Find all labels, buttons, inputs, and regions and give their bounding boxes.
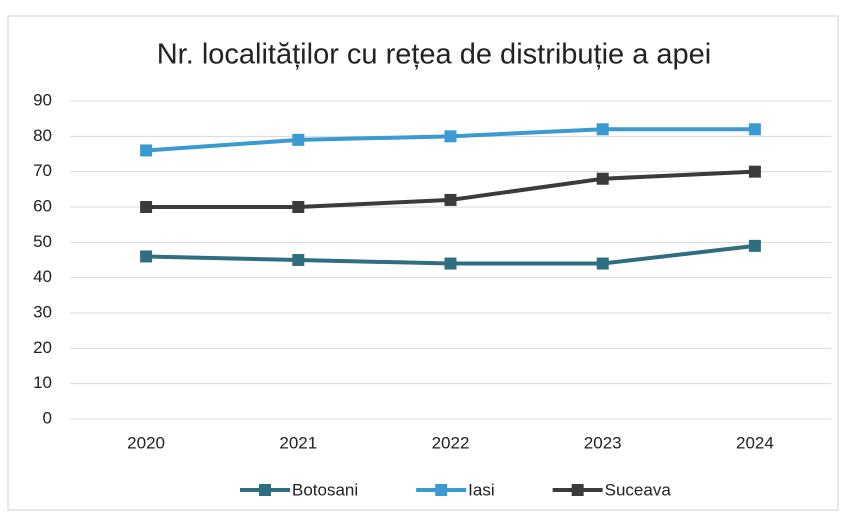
y-tick-label: 60 xyxy=(33,196,52,215)
x-tick-label: 2022 xyxy=(432,433,470,452)
legend-marker xyxy=(435,484,448,496)
data-point xyxy=(748,165,761,178)
y-tick-label: 50 xyxy=(33,232,52,251)
y-tick-label: 40 xyxy=(33,267,52,286)
data-point xyxy=(596,172,609,185)
data-point xyxy=(140,250,153,263)
legend-label: Iasi xyxy=(468,480,494,499)
data-point xyxy=(596,257,609,270)
y-tick-label: 20 xyxy=(33,338,52,357)
data-point xyxy=(596,123,609,136)
x-tick-label: 2024 xyxy=(736,433,774,452)
legend-label: Botosani xyxy=(292,480,358,499)
x-tick-label: 2020 xyxy=(127,433,165,452)
x-tick-label: 2021 xyxy=(279,433,317,452)
x-tick-label: 2023 xyxy=(584,433,622,452)
y-tick-label: 10 xyxy=(33,373,52,392)
data-point xyxy=(748,239,761,252)
y-tick-label: 90 xyxy=(33,90,52,109)
y-tick-label: 0 xyxy=(43,408,52,427)
y-tick-label: 30 xyxy=(33,302,52,321)
legend-marker xyxy=(571,484,584,496)
legend-marker xyxy=(259,484,271,496)
data-point xyxy=(292,254,305,266)
data-point xyxy=(748,123,761,136)
data-point xyxy=(444,130,457,143)
data-point xyxy=(292,133,305,146)
legend-label: Suceava xyxy=(605,480,672,499)
data-point xyxy=(140,201,153,213)
data-point xyxy=(292,201,305,213)
data-point xyxy=(140,144,153,157)
y-tick-label: 80 xyxy=(33,126,52,145)
chart-title: Nr. localităților cu rețea de distribuți… xyxy=(157,39,712,71)
data-point xyxy=(444,257,457,270)
y-tick-label: 70 xyxy=(33,161,52,180)
data-point xyxy=(444,193,457,206)
